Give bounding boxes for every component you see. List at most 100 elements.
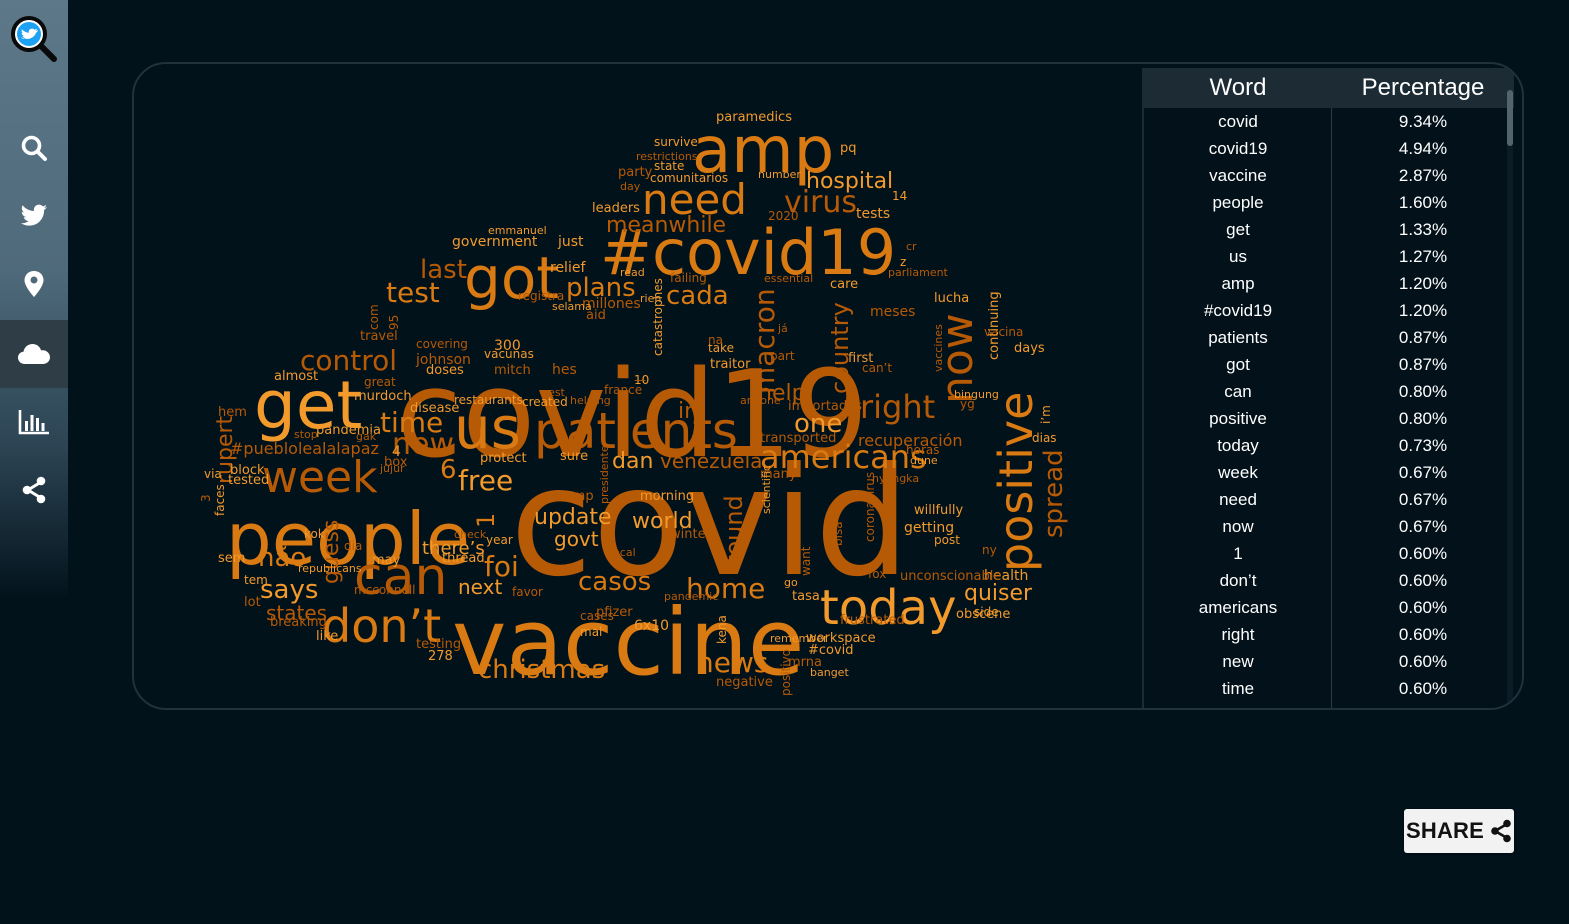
word-cloud-word: read <box>620 266 645 279</box>
word-cloud-word: rien <box>640 292 661 305</box>
table-row: new 0.60% <box>1144 648 1514 675</box>
word-frequency-table: Word Percentage covid 9.34% covid19 4.94% va… <box>1144 68 1514 708</box>
word-cloud-word: yg <box>960 397 975 411</box>
cell-percentage: 1.27% <box>1398 246 1448 266</box>
word-cloud-word: found <box>720 495 748 564</box>
word-cloud-word: bingung <box>954 388 999 401</box>
word-cloud-word: essential <box>764 272 813 285</box>
cell-percentage: 1.20% <box>1398 300 1448 320</box>
word-cloud-word: anyone <box>740 394 781 407</box>
word-cloud-word: dan <box>612 449 653 474</box>
word-cloud-word: parliament <box>888 266 949 279</box>
table-row: now 0.67% <box>1144 513 1514 540</box>
word-cloud-word: comunitarios <box>650 171 728 185</box>
word-cloud-word: #pueblolealalapaz <box>230 439 379 458</box>
word-cloud-word: virus <box>784 185 857 220</box>
word-cloud-word: thread <box>442 551 485 566</box>
word-cloud-word: survive <box>654 135 698 149</box>
word-cloud-word: one <box>794 409 842 439</box>
word-cloud-word: venezuela <box>660 449 762 473</box>
sidebar-item-chart[interactable] <box>0 388 68 456</box>
cell-percentage: 0.87% <box>1398 354 1448 374</box>
sidebar-item-search[interactable] <box>0 114 68 182</box>
word-cloud-word: relief <box>550 260 586 276</box>
table-row: positive 0.80% <box>1144 405 1514 432</box>
word-cloud-word: state <box>654 159 684 173</box>
cell-word: week <box>1218 462 1258 482</box>
word-cloud-word: hospital <box>806 169 893 194</box>
word-cloud-word: 4 <box>392 444 401 460</box>
word-cloud-word: frustrated <box>840 613 905 628</box>
twitter-search-logo[interactable] <box>8 14 60 64</box>
cell-percentage: 0.60% <box>1398 543 1448 563</box>
word-cloud-word: negative <box>716 675 773 690</box>
cell-word: right <box>1221 624 1255 644</box>
table-row: amp 1.20% <box>1144 270 1514 297</box>
table-scrollbar[interactable] <box>1507 90 1513 706</box>
cell-percentage: 0.60% <box>1398 624 1448 644</box>
cell-percentage: 0.80% <box>1398 381 1448 401</box>
word-cloud-word: tem <box>244 573 268 587</box>
word-cloud-word: pq <box>840 141 857 156</box>
word-cloud-word: great <box>364 375 396 389</box>
share-icon <box>22 476 46 504</box>
word-cloud-word: right <box>860 388 935 426</box>
word-cloud-word: positivo <box>779 649 793 696</box>
word-cloud-word: news <box>696 646 768 679</box>
word-cloud-word: cada <box>666 281 729 311</box>
word-cloud-word: number <box>758 168 801 181</box>
word-cloud-word: block <box>230 463 265 478</box>
word-cloud-word: lucha <box>934 291 969 306</box>
word-cloud-word: foi <box>484 550 519 583</box>
word-cloud-word: mitch <box>494 363 531 378</box>
sidebar-item-twitter[interactable] <box>0 182 68 250</box>
word-cloud-word: many <box>760 467 797 482</box>
word-cloud-word: coronavirus <box>863 472 877 542</box>
word-cloud-word: can <box>354 547 447 607</box>
share-button[interactable]: SHARE <box>1404 809 1514 853</box>
table-scrollbar-thumb[interactable] <box>1507 90 1513 146</box>
word-cloud-word: na <box>708 333 723 347</box>
word-cloud-word: aid <box>586 308 606 323</box>
cell-word: us <box>1229 246 1247 266</box>
table-row: time 0.60% <box>1144 675 1514 702</box>
word-cloud-word: just <box>557 234 584 250</box>
map-pin-icon <box>24 271 44 297</box>
word-cloud-word: update <box>534 505 612 530</box>
column-divider <box>1331 108 1332 708</box>
word-cloud: covid covid19 vaccine people get us amp #covid1… <box>134 64 1142 708</box>
column-header-word[interactable]: Word <box>1209 74 1267 101</box>
word-cloud-word: want <box>799 546 813 576</box>
share-icon <box>1491 819 1511 843</box>
word-cloud-word: spread <box>1039 449 1069 538</box>
word-cloud-word: first <box>848 351 873 366</box>
table-row: people 1.60% <box>1144 189 1514 216</box>
word-cloud-word: cest <box>542 386 566 399</box>
word-cloud-word: 95 <box>387 315 401 330</box>
word-cloud-word: france <box>604 383 642 397</box>
word-cloud-word: tests <box>856 206 890 222</box>
sidebar-item-share[interactable] <box>0 456 68 524</box>
word-cloud-word: patients <box>534 402 738 460</box>
word-cloud-word: getting <box>904 520 954 536</box>
cell-word: time <box>1221 678 1255 698</box>
word-cloud-word: pandemic <box>664 590 718 603</box>
word-cloud-word: helping <box>570 394 611 407</box>
word-cloud-word: check <box>454 528 487 541</box>
word-cloud-word: dias <box>1032 431 1057 445</box>
word-cloud-word: millones <box>582 296 641 312</box>
sidebar-item-location[interactable] <box>0 250 68 318</box>
word-cloud-word: morning <box>640 489 694 504</box>
sidebar-item-word-cloud[interactable] <box>0 320 68 388</box>
word-cloud-word: part <box>770 349 795 363</box>
cell-word: amp <box>1221 273 1255 293</box>
word-cloud-word: meses <box>870 304 915 320</box>
table-left-border <box>1142 68 1144 708</box>
cell-percentage: 1.20% <box>1398 273 1448 293</box>
word-cloud-word: 3 <box>199 494 213 502</box>
column-header-percentage[interactable]: Percentage <box>1361 74 1485 101</box>
word-cloud-word: hes <box>552 362 577 378</box>
word-cloud-word: new <box>392 427 454 462</box>
word-cloud-word: positive <box>989 392 1043 572</box>
word-cloud-word: days <box>1014 341 1045 356</box>
